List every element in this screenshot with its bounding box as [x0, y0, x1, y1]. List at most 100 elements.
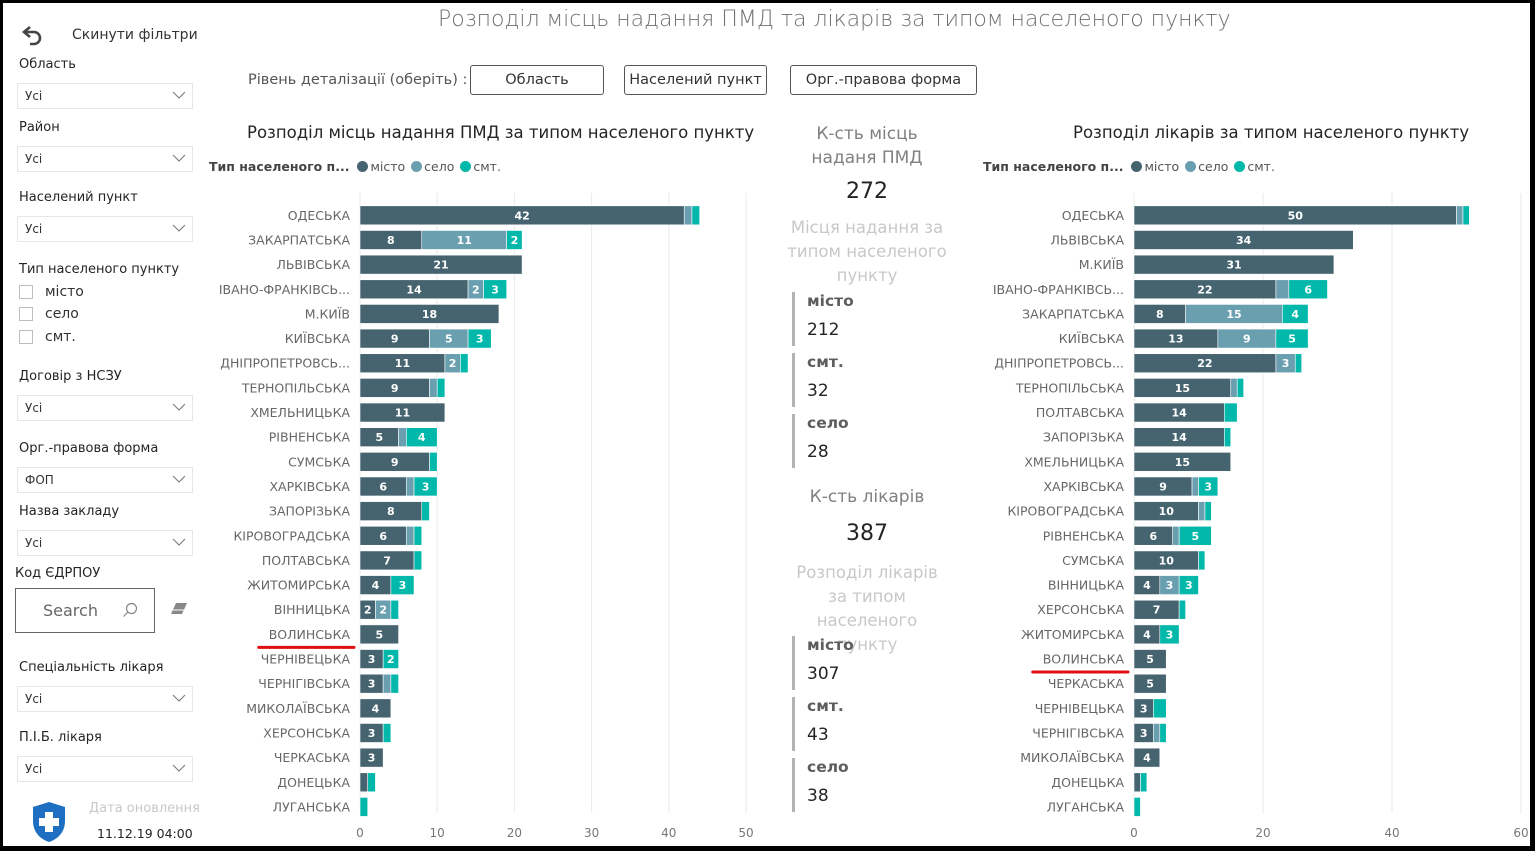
checkbox-smt[interactable]: смт. [19, 329, 76, 345]
bar-segment-smt[interactable] [1462, 205, 1470, 226]
bar-segment-misto[interactable] [1133, 230, 1354, 250]
bar-segment-misto[interactable] [359, 772, 369, 793]
settlement-dropdown[interactable]: Усі [17, 216, 193, 242]
bar-segment-misto[interactable] [1133, 772, 1141, 793]
bar-segment-smt[interactable] [1198, 550, 1206, 571]
bar-segment-selo[interactable] [1172, 525, 1180, 546]
bar-segment-smt[interactable] [1178, 575, 1199, 595]
doctor-name-dropdown[interactable]: Усі [17, 756, 193, 782]
bar-segment-smt[interactable] [1178, 525, 1212, 546]
bar-segment-smt[interactable] [436, 378, 446, 398]
legend-title: Тип населеного п... [983, 159, 1124, 174]
bar-segment-misto[interactable] [359, 304, 500, 324]
bar-segment-smt[interactable] [382, 649, 399, 669]
specialty-dropdown[interactable]: Усі [17, 686, 193, 712]
bar-segment-smt[interactable] [1224, 402, 1238, 423]
checkbox-label: село [45, 306, 79, 322]
bar-segment-smt[interactable] [483, 279, 507, 300]
bar-segment-smt[interactable] [421, 501, 430, 521]
data-label: 3 [1204, 480, 1212, 493]
legend-item-misto[interactable]: місто [357, 159, 405, 174]
bar-segment-smt[interactable] [367, 772, 376, 793]
bar-segment-selo[interactable] [1198, 501, 1206, 521]
bar-segment-smt[interactable] [460, 353, 469, 374]
bar-segment-smt[interactable] [1236, 378, 1244, 398]
legend-label: смт. [473, 159, 501, 174]
eraser-icon[interactable] [169, 601, 189, 617]
oblast-dropdown[interactable]: Усі [17, 83, 193, 109]
bar-segment-smt[interactable] [429, 452, 438, 472]
data-label: 11 [395, 357, 410, 370]
bar-segment-selo[interactable] [1153, 723, 1161, 743]
bar-segment-smt[interactable] [506, 230, 523, 250]
contract-dropdown[interactable]: Усі [17, 395, 193, 421]
checkbox-selo[interactable]: село [19, 306, 79, 322]
bar-segment-smt[interactable] [1204, 501, 1212, 521]
checkbox-misto[interactable]: місто [19, 284, 84, 300]
bar-segment-smt[interactable] [1224, 427, 1232, 447]
bar-segment-misto[interactable] [1133, 673, 1167, 694]
bar-segment-selo[interactable] [1230, 378, 1238, 398]
bar-segment-selo[interactable] [406, 525, 415, 546]
bar-segment-misto[interactable] [359, 254, 523, 275]
bar-segment-selo[interactable] [406, 476, 415, 497]
bar-segment-smt[interactable] [1288, 279, 1328, 300]
bar-segment-smt[interactable] [1275, 328, 1309, 349]
bar-segment-smt[interactable] [1153, 698, 1167, 719]
bar-segment-smt[interactable] [1159, 723, 1167, 743]
category-label: КИЇВСЬКА [1059, 331, 1125, 346]
bar-segment-smt[interactable] [1178, 599, 1186, 620]
bar-segment-selo[interactable] [398, 427, 407, 447]
bar-segment-selo[interactable] [1456, 205, 1464, 226]
bar-segment-selo[interactable] [1191, 476, 1199, 497]
bar-segment-misto[interactable] [1133, 452, 1232, 472]
facility-dropdown[interactable]: Усі [17, 530, 193, 556]
bar-segment-misto[interactable] [1133, 254, 1335, 275]
bar-segment-selo[interactable] [1275, 279, 1290, 300]
detail-oblast-button[interactable]: Область [470, 65, 604, 95]
bar-segment-smt[interactable] [390, 575, 415, 595]
bar-segment-smt[interactable] [467, 328, 492, 349]
bar-segment-smt[interactable] [390, 673, 399, 694]
bar-segment-misto[interactable] [1133, 747, 1161, 768]
bar-segment-smt[interactable] [390, 599, 399, 620]
bar-segment-smt[interactable] [691, 205, 700, 226]
bar-segment-misto[interactable] [359, 402, 446, 423]
legend-item-selo[interactable]: село [411, 159, 454, 174]
contract-label: Договір з НСЗУ [19, 369, 122, 384]
legend-item-misto[interactable]: місто [1131, 159, 1179, 174]
category-label: СУМСЬКА [288, 454, 350, 469]
bar-segment-smt[interactable] [413, 525, 423, 546]
legend-item-smt[interactable]: смт. [460, 159, 501, 174]
bar-segment-smt[interactable] [406, 427, 438, 447]
detail-settlement-button[interactable]: Населений пункт [624, 65, 767, 95]
bar-segment-selo[interactable] [429, 378, 438, 398]
bar-segment-smt[interactable] [359, 797, 369, 817]
edrpou-search-input[interactable]: Search [15, 588, 155, 633]
checkbox-box[interactable] [19, 330, 33, 344]
data-label: 8 [1156, 308, 1164, 321]
bar-segment-misto[interactable] [359, 747, 384, 768]
bar-segment-misto[interactable] [1133, 649, 1167, 669]
bar-segment-misto[interactable] [359, 624, 399, 645]
bar-segment-smt[interactable] [1140, 772, 1148, 793]
bar-segment-smt[interactable] [1282, 304, 1309, 324]
legend-item-smt[interactable]: смт. [1234, 159, 1275, 174]
bar-segment-misto[interactable] [359, 698, 392, 719]
legend-item-selo[interactable]: село [1185, 159, 1228, 174]
checkbox-box[interactable] [19, 307, 33, 321]
bar-segment-smt[interactable] [1294, 353, 1302, 374]
bar-segment-smt[interactable] [1159, 624, 1180, 645]
detail-legal-form-button[interactable]: Орг.-правова форма [790, 65, 977, 95]
bar-segment-smt[interactable] [382, 723, 392, 743]
reset-filters-button[interactable]: Скинути фільтри [21, 23, 198, 47]
bar-segment-smt[interactable] [413, 550, 423, 571]
bar-segment-smt[interactable] [1198, 476, 1219, 497]
bar-segment-smt[interactable] [1133, 797, 1141, 817]
bar-segment-smt[interactable] [413, 476, 438, 497]
checkbox-box[interactable] [19, 285, 33, 299]
bar-segment-selo[interactable] [382, 673, 392, 694]
raion-dropdown[interactable]: Усі [17, 146, 193, 172]
bar-segment-selo[interactable] [683, 205, 693, 226]
legal-form-dropdown[interactable]: ФОП [17, 467, 193, 493]
